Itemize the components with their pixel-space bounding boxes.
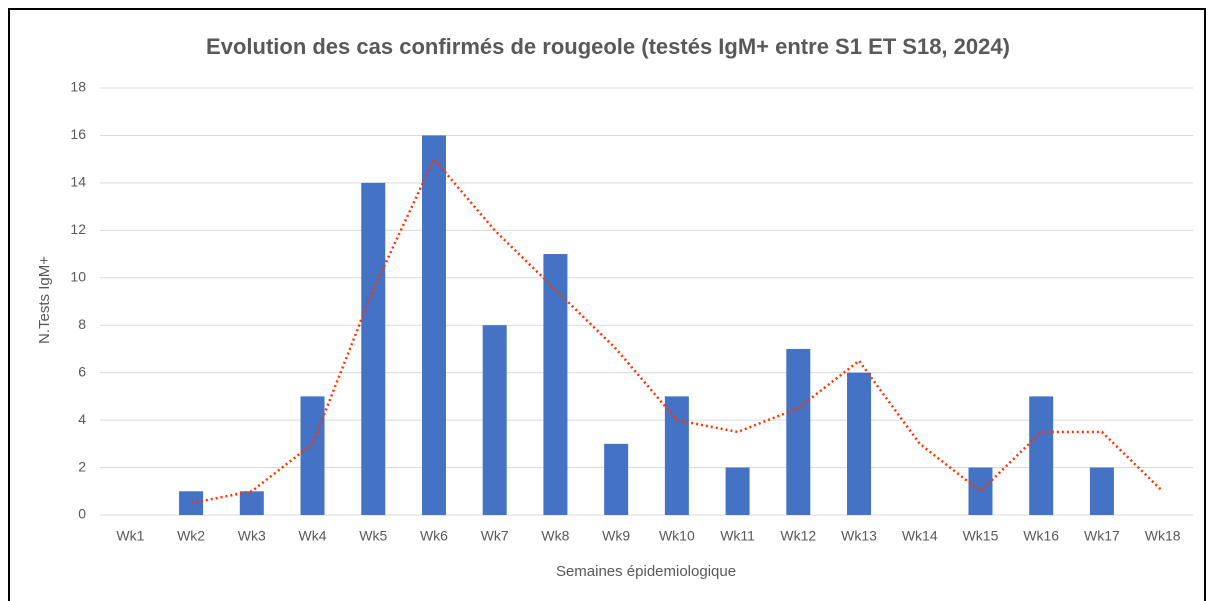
y-tick-label: 18 [70, 79, 86, 95]
y-tick-label: 12 [70, 221, 86, 237]
bar [847, 372, 872, 515]
bar [664, 396, 689, 515]
x-tick-label: Wk1 [116, 528, 144, 544]
x-tick-label: Wk6 [420, 528, 448, 544]
bar [786, 348, 811, 515]
trend-line [190, 156, 1164, 505]
bar [543, 254, 568, 516]
x-tick-label: Wk13 [841, 528, 877, 544]
y-tick-label: 14 [70, 174, 86, 190]
bar [421, 135, 446, 515]
y-tick-label: 6 [78, 363, 86, 379]
x-tick-label: Wk18 [1145, 528, 1181, 544]
bar [482, 325, 507, 515]
bar [725, 467, 750, 515]
y-axis-title: N.Tests IgM+ [36, 256, 53, 344]
x-tick-label: Wk10 [659, 528, 695, 544]
bar [968, 467, 993, 515]
y-tick-label: 4 [78, 411, 86, 427]
bar [1029, 396, 1054, 515]
y-tick-label: 2 [78, 458, 86, 474]
chart-title: Evolution des cas confirmés de rougeole … [206, 34, 1010, 59]
x-tick-label: Wk9 [602, 528, 630, 544]
x-tick-label: Wk5 [359, 528, 387, 544]
bar [604, 443, 629, 515]
bar [300, 396, 325, 515]
bar [361, 182, 386, 515]
y-tick-label: 8 [78, 316, 86, 332]
x-tick-label: Wk3 [238, 528, 266, 544]
x-tick-label: Wk15 [963, 528, 999, 544]
y-tick-label: 0 [78, 506, 86, 522]
x-tick-label: Wk7 [481, 528, 509, 544]
x-axis-title: Semaines épidemiologique [556, 563, 736, 580]
x-tick-label: Wk17 [1084, 528, 1120, 544]
y-tick-label: 10 [70, 268, 86, 284]
x-tick-label: Wk12 [780, 528, 816, 544]
bar [1089, 467, 1114, 515]
x-tick-label: Wk4 [299, 528, 327, 544]
x-tick-label: Wk8 [541, 528, 569, 544]
x-tick-label: Wk14 [902, 528, 938, 544]
y-tick-label: 16 [70, 126, 86, 142]
x-tick-label: Wk2 [177, 528, 205, 544]
bar [239, 491, 264, 515]
x-tick-label: Wk11 [720, 528, 755, 544]
x-tick-label: Wk16 [1023, 528, 1059, 544]
